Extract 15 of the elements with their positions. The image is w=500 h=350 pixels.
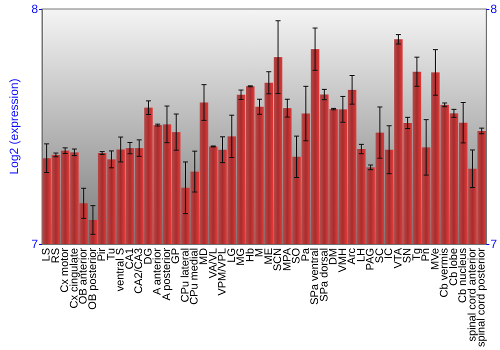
- x-tick-label: DG: [142, 248, 154, 264]
- y-axis-title: Log2 (expression): [7, 78, 21, 175]
- y2-tick-label: 7: [490, 236, 498, 251]
- x-tick-label: IC: [383, 248, 396, 259]
- x-tick-label: Arc: [346, 247, 358, 264]
- x-tick-label: SCN: [272, 248, 284, 272]
- y2-tick-label: 8: [490, 2, 498, 16]
- x-tick-label: M: [254, 248, 266, 258]
- x-tick-label: spinal cord posterior: [476, 248, 488, 348]
- x-tick-label: SPa dorsal: [318, 248, 330, 302]
- x-tick-label: Pir: [96, 248, 108, 262]
- x-tick-label: Cb lobe: [448, 248, 460, 286]
- x-tick-label: Hb: [244, 248, 256, 262]
- x-tick-label: GP: [170, 248, 182, 264]
- x-tick-label: RS: [50, 248, 62, 264]
